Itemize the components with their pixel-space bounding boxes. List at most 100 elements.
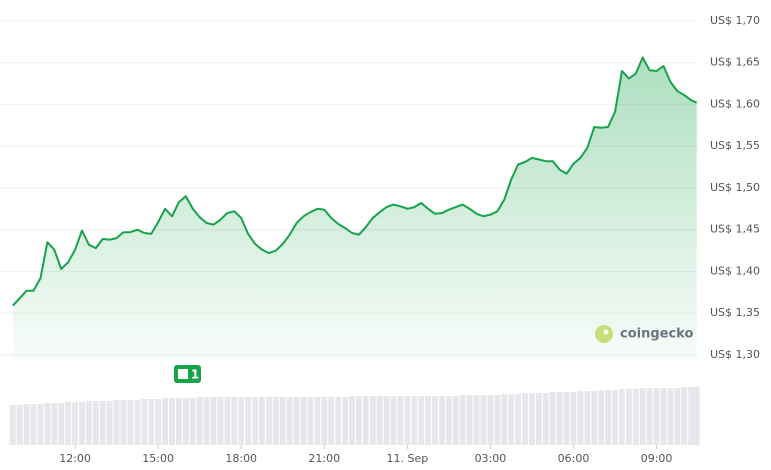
y-tick-label: US$ 1,45: [710, 223, 760, 236]
volume-bar: [113, 400, 120, 445]
volume-bar: [369, 396, 376, 445]
volume-bar: [44, 403, 51, 445]
y-tick-label: US$ 1,40: [710, 264, 760, 277]
volume-bar: [591, 391, 598, 445]
volume-bar: [570, 392, 577, 445]
news-marker: 1: [174, 365, 201, 383]
volume-bar: [390, 396, 397, 445]
volume-bar: [439, 396, 445, 445]
x-tick-label: 12:00: [59, 452, 91, 465]
volume-bar: [376, 396, 383, 445]
volume-bar: [189, 398, 196, 445]
x-tick-label: 21:00: [308, 452, 340, 465]
x-tick-label: 06:00: [558, 452, 590, 465]
volume-bar: [23, 404, 30, 445]
volume-bar: [65, 402, 72, 445]
grid: US$ 1,30 US$ 1,35 US$ 1,40 US$ 1,45 US$ 1,50…: [0, 14, 760, 465]
volume-bar: [501, 394, 508, 445]
volume-bar: [293, 397, 300, 445]
logo-eye: [603, 329, 609, 335]
volume-bar: [265, 397, 272, 445]
volume-bar: [404, 396, 411, 445]
volume-bar: [556, 392, 563, 445]
volume-bar: [494, 395, 501, 445]
x-tick-label: 09:00: [641, 452, 673, 465]
y-tick-label: US$ 1,50: [710, 181, 760, 194]
x-tick-label: 11. Sep: [386, 452, 428, 465]
volume-bar: [445, 396, 452, 445]
volume-bar: [196, 397, 203, 445]
logo-text: coingecko: [620, 327, 693, 342]
volume-bar: [127, 400, 134, 445]
volume-bar: [584, 391, 591, 445]
price-line: [12, 56, 698, 307]
y-tick-label: US$ 1,35: [710, 306, 760, 319]
volume-bar: [182, 398, 189, 445]
volume-bar: [473, 395, 480, 445]
volume-bar: [535, 393, 542, 445]
volume-bar: [238, 397, 245, 445]
volume-bar: [411, 396, 418, 445]
volume-bar: [632, 389, 639, 445]
volume-bar: [286, 397, 293, 445]
volume-bar: [259, 397, 265, 445]
volume-bar: [155, 399, 162, 445]
volume-bar: [300, 397, 307, 445]
volume-bar: [418, 396, 425, 445]
y-tick-label: US$ 1,65: [710, 56, 760, 69]
logo: [595, 325, 613, 343]
volume-bar: [58, 403, 65, 445]
volume-bar: [432, 396, 438, 445]
volume-bar: [577, 391, 584, 445]
volume-bar: [349, 396, 355, 445]
volume-bar: [79, 402, 85, 445]
volume-bar: [466, 395, 473, 445]
volume-bar: [612, 390, 618, 445]
volume-bar: [549, 392, 556, 445]
volume-bar: [598, 390, 605, 445]
volume-bar: [619, 389, 625, 445]
volume-bar: [272, 397, 279, 445]
volume-bar: [542, 393, 549, 445]
volume-bar: [529, 393, 535, 445]
volume-bar: [605, 390, 612, 445]
volume-bar: [85, 401, 92, 445]
volume-bar: [30, 404, 37, 445]
volume-bar: [646, 388, 653, 445]
volume-bar: [362, 396, 369, 445]
volume-bar: [141, 399, 148, 445]
volume-bar: [563, 392, 570, 445]
x-tick-label: 03:00: [475, 452, 507, 465]
volume-bar: [425, 396, 432, 445]
volume-bar: [515, 394, 522, 445]
price-area: [12, 57, 697, 360]
volume-bar: [245, 397, 252, 445]
news-count: 1: [191, 368, 199, 382]
volume-bar: [459, 395, 466, 445]
volume-bar: [210, 397, 217, 445]
volume-bar: [508, 394, 515, 445]
volume-bar: [9, 405, 16, 445]
y-tick-label: US$ 1,60: [710, 97, 760, 110]
volume-bar: [217, 397, 224, 445]
volume-bar: [487, 395, 494, 445]
volume-bar: [162, 398, 169, 445]
y-tick-label: US$ 1,55: [710, 139, 760, 152]
volume-bar: [693, 387, 700, 445]
volume-bar: [314, 397, 321, 445]
volume-bar: [37, 404, 44, 445]
volume-bar: [674, 388, 681, 445]
volume-bar: [120, 400, 127, 445]
volume-bar: [328, 397, 335, 445]
volume-bar: [224, 397, 231, 445]
volume-bar: [342, 397, 348, 445]
volume-bar: [92, 401, 99, 445]
plot: [12, 56, 698, 360]
volume-bar: [99, 401, 106, 445]
volume-bar: [51, 403, 58, 445]
volume-bar: [252, 397, 258, 445]
volume-bar: [639, 388, 646, 445]
volume-bar: [355, 396, 362, 445]
volume-bar: [106, 401, 113, 445]
